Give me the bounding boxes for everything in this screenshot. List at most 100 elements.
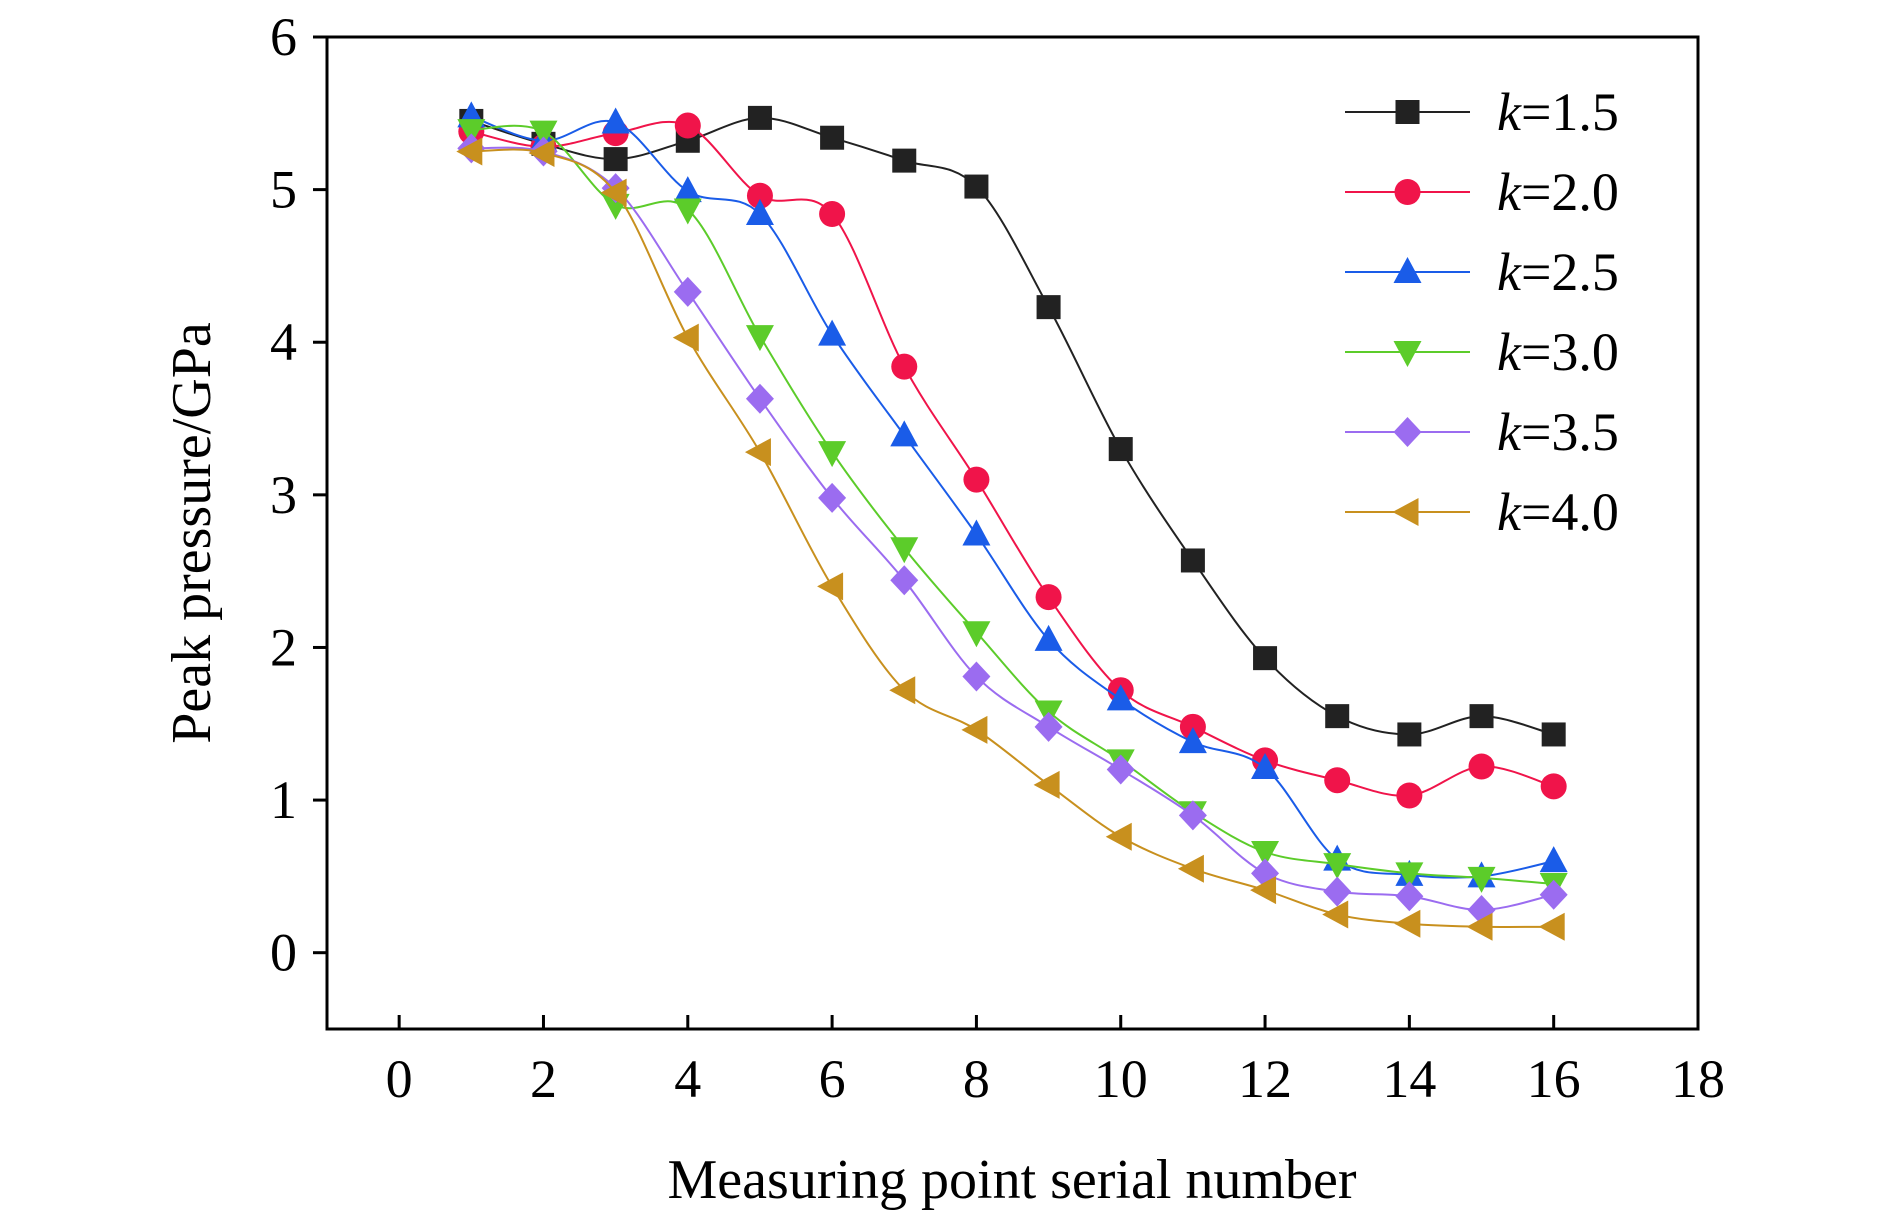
data-point-triangle-down	[529, 120, 558, 147]
legend-item: k=3.0	[1345, 322, 1619, 382]
data-point-square	[1469, 704, 1494, 729]
data-point-diamond	[1539, 879, 1568, 910]
data-point-square	[603, 147, 628, 172]
data-point-triangle-up	[1539, 846, 1568, 873]
y-axis-ticks: 0 1 2 3 4 5 6	[270, 7, 327, 983]
data-point-square	[820, 125, 845, 150]
y-tick-label: 1	[270, 770, 297, 830]
data-point-circle	[1396, 782, 1423, 809]
data-point-square	[1036, 295, 1061, 320]
legend-label: k=2.5	[1497, 242, 1619, 302]
series-k4-0	[456, 137, 1565, 941]
legend-label-value: =2.5	[1521, 242, 1619, 302]
data-point-triangle-down	[962, 621, 991, 648]
legend-label-value: =1.5	[1521, 82, 1619, 142]
data-point-diamond	[1178, 800, 1207, 831]
legend-item: k=1.5	[1345, 82, 1619, 142]
legend-item: k=2.5	[1345, 242, 1619, 302]
data-point-triangle-up	[745, 199, 774, 226]
x-tick-label: 16	[1527, 1049, 1581, 1109]
legend-label-k: k	[1497, 162, 1522, 222]
x-tick-label: 0	[386, 1049, 413, 1109]
data-point-circle	[674, 112, 701, 139]
legend-item: k=2.0	[1345, 162, 1619, 222]
data-point-triangle-up	[1251, 753, 1280, 780]
data-point-square	[1253, 646, 1278, 671]
y-tick-label: 5	[270, 160, 297, 220]
data-point-diamond	[962, 661, 991, 692]
data-point-triangle-down	[1395, 862, 1424, 889]
data-point-triangle-down	[745, 325, 774, 352]
data-point-square	[1541, 722, 1566, 747]
data-point-circle	[1179, 713, 1206, 740]
x-tick-label: 18	[1671, 1049, 1725, 1109]
data-point-triangle-down	[1323, 853, 1352, 880]
data-point-circle	[1468, 753, 1495, 780]
data-point-square	[964, 174, 989, 199]
legend-label: k=3.5	[1497, 402, 1619, 462]
legend-label-value: =4.0	[1521, 482, 1619, 542]
data-point-triangle-left	[1394, 909, 1421, 938]
data-point-triangle-up	[673, 176, 702, 203]
data-point-square	[747, 105, 772, 130]
legend-label-value: =3.5	[1521, 402, 1619, 462]
data-point-triangle-up	[1178, 727, 1207, 754]
data-point-diamond	[745, 383, 774, 414]
legend: k=1.5k=2.0k=2.5k=3.0k=3.5k=4.0	[1345, 82, 1619, 542]
data-point-triangle-left	[889, 676, 916, 705]
legend-label-value: =3.0	[1521, 322, 1619, 382]
x-tick-label: 6	[819, 1049, 846, 1109]
data-point-triangle-left	[1105, 822, 1132, 851]
data-point-triangle-left	[744, 438, 771, 467]
data-point-circle	[819, 201, 846, 228]
x-tick-label: 4	[674, 1049, 701, 1109]
data-point-triangle-left	[1538, 912, 1565, 941]
x-tick-label: 10	[1094, 1049, 1148, 1109]
series-k2-5	[457, 101, 1568, 888]
legend-marker-square	[1395, 100, 1420, 124]
legend-marker-diamond	[1393, 417, 1422, 447]
data-point-diamond	[1034, 711, 1063, 742]
data-point-triangle-left	[1033, 770, 1060, 799]
legend-label-k: k	[1497, 402, 1522, 462]
data-point-triangle-up	[890, 420, 919, 447]
data-point-triangle-down	[1467, 866, 1496, 893]
legend-label: k=2.0	[1497, 162, 1619, 222]
data-point-triangle-up	[601, 107, 630, 134]
y-tick-label: 0	[270, 923, 297, 983]
legend-label-k: k	[1497, 242, 1522, 302]
y-tick-label: 2	[270, 617, 297, 677]
data-point-triangle-left	[600, 178, 627, 207]
data-point-square	[1397, 722, 1422, 747]
data-point-triangle-down	[818, 441, 847, 468]
data-point-triangle-up	[1106, 684, 1135, 711]
data-point-diamond	[1106, 754, 1135, 785]
legend-label: k=1.5	[1497, 82, 1619, 142]
data-point-circle	[1324, 767, 1351, 794]
data-point-diamond	[673, 276, 702, 307]
legend-label-k: k	[1497, 82, 1522, 142]
data-point-triangle-left	[817, 572, 844, 601]
x-axis-title: Measuring point serial number	[668, 1149, 1357, 1211]
x-tick-label: 8	[963, 1049, 990, 1109]
legend-marker-circle	[1394, 179, 1421, 205]
data-point-triangle-up	[818, 319, 847, 346]
data-point-circle	[1035, 584, 1062, 611]
legend-marker-triangle-down	[1393, 341, 1422, 367]
y-axis-title: Peak pressure/GPa	[161, 322, 223, 744]
data-point-triangle-left	[1177, 854, 1204, 883]
legend-label-k: k	[1497, 322, 1522, 382]
data-point-triangle-left	[1466, 912, 1493, 941]
plot-frame	[325, 35, 1700, 1031]
data-point-diamond	[1323, 876, 1352, 907]
data-point-triangle-down	[1251, 840, 1280, 867]
x-tick-label: 14	[1382, 1049, 1436, 1109]
data-point-triangle-down	[673, 198, 702, 225]
data-point-diamond	[890, 565, 919, 596]
data-point-square	[1180, 548, 1205, 573]
data-point-triangle-left	[528, 138, 555, 167]
series-k3-5	[457, 133, 1568, 925]
y-tick-label: 4	[270, 312, 297, 372]
legend-item: k=4.0	[1345, 482, 1619, 542]
